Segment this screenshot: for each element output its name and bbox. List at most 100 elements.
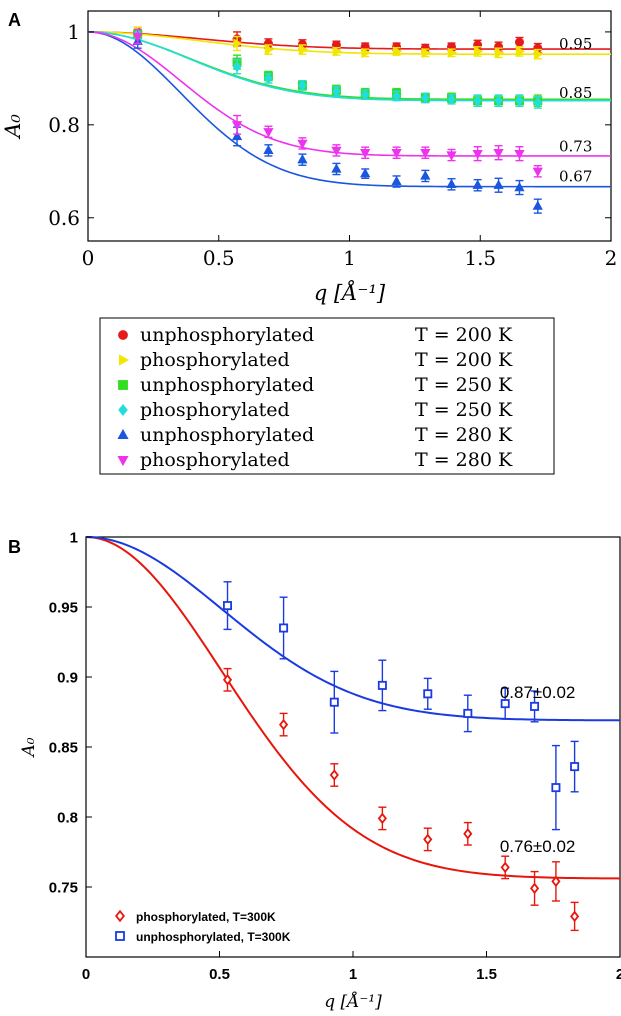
- x-tick-label: 1.5: [464, 246, 496, 270]
- data-point: [420, 170, 431, 180]
- data-point: [446, 151, 457, 161]
- data-point: [263, 144, 274, 155]
- fit-curve-4: [87, 31, 611, 188]
- chart-panel-a: 0 0.5 1 1.5 2 0.6 0.8 1 q [Å⁻¹] A₀ A 0.95 0.85 0.73 0.…: [1, 10, 617, 305]
- data-point: [231, 121, 243, 131]
- data-point: [529, 882, 540, 895]
- fit-value-label: 0.73: [559, 137, 592, 155]
- data-point: [360, 167, 371, 178]
- data-point: [223, 601, 233, 611]
- series-0: [222, 667, 580, 932]
- data-point: [515, 95, 524, 107]
- y-tick-label: 0.6: [48, 206, 80, 230]
- data-point: [473, 95, 483, 107]
- data-point: [279, 623, 289, 633]
- data-point: [329, 697, 339, 707]
- data-point: [329, 769, 339, 781]
- data-point: [233, 38, 243, 49]
- y-tick-label: 0.8: [57, 809, 78, 826]
- legend-a: unphosphorylated T = 200 K phosphorylated T…: [99, 317, 555, 475]
- panel-label: B: [8, 537, 21, 557]
- data-point: [472, 179, 483, 189]
- plot-frame: [85, 536, 621, 958]
- data-point: [392, 46, 403, 57]
- legend-marker: [115, 909, 125, 923]
- x-tick-label: 1: [349, 966, 357, 983]
- data-point: [279, 718, 289, 731]
- data-point: [263, 128, 274, 138]
- data-point: [298, 44, 309, 55]
- y-tick-label: 1: [70, 529, 78, 546]
- data-point: [463, 828, 473, 840]
- data-point: [494, 95, 503, 107]
- x-axis-label: q [Å⁻¹]: [314, 280, 386, 305]
- legend-marker: [117, 428, 129, 439]
- data-point: [473, 46, 484, 57]
- legend-series-name: phosphorylated: [140, 349, 290, 371]
- y-tick-label: 0.75: [49, 879, 78, 896]
- data-point: [360, 149, 371, 159]
- x-tick-label: 0: [82, 966, 90, 983]
- legend-series-name: unphosphorylated: [140, 424, 314, 446]
- legend-temperature: T = 280 K: [415, 424, 513, 446]
- data-point: [515, 46, 526, 57]
- legend-box: [99, 317, 555, 475]
- legend-series-name: unphosphorylated: [140, 324, 314, 346]
- data-point: [423, 833, 433, 846]
- legend-temperature: T = 200 K: [415, 324, 513, 346]
- data-point: [331, 146, 342, 157]
- fit-curve-3: [87, 31, 611, 102]
- data-point: [446, 178, 457, 188]
- data-point: [570, 762, 580, 772]
- data-point: [530, 701, 540, 711]
- data-point: [514, 149, 525, 160]
- data-point: [222, 674, 233, 686]
- data-point: [297, 139, 308, 150]
- data-point: [377, 812, 387, 825]
- series-3: [133, 28, 543, 109]
- fit-curve-2: [87, 31, 611, 101]
- data-point: [132, 32, 143, 43]
- y-axis-label: A₀: [1, 114, 25, 140]
- data-point: [463, 708, 473, 718]
- data-point: [551, 875, 561, 888]
- data-point: [420, 149, 431, 159]
- legend-marker: [118, 330, 128, 340]
- plot-frame: [87, 10, 612, 242]
- legend-marker: [117, 456, 129, 467]
- data-point: [377, 680, 387, 690]
- fit-curve-0: [87, 31, 611, 50]
- data-point: [494, 47, 505, 58]
- x-tick-label: 2: [616, 966, 621, 983]
- y-tick-label: 0.8: [48, 113, 80, 137]
- data-point: [532, 167, 543, 177]
- data-point: [447, 47, 458, 58]
- data-point: [493, 179, 504, 189]
- legend-temperature: T = 280 K: [415, 449, 513, 471]
- data-point: [391, 175, 402, 186]
- data-point: [392, 90, 401, 102]
- legend-temperature: T = 250 K: [415, 374, 513, 396]
- legend-series-name: phosphorylated, T=300K: [136, 910, 276, 924]
- y-tick-label: 0.9: [57, 669, 78, 686]
- legend-marker: [118, 403, 128, 417]
- data-point: [493, 149, 504, 159]
- panel-label: A: [8, 10, 21, 30]
- fit-curve-1: [85, 536, 621, 722]
- y-axis-label: A₀: [19, 737, 39, 758]
- legend-series-name: phosphorylated: [140, 449, 290, 471]
- data-point: [421, 47, 431, 58]
- data-point: [360, 89, 370, 101]
- data-point: [232, 61, 242, 73]
- x-tick-label: 0: [82, 246, 95, 270]
- x-tick-label: 1.5: [476, 966, 497, 983]
- data-point: [264, 72, 273, 84]
- fit-value-label: 0.76±0.02: [500, 837, 576, 856]
- legend-marker: [119, 354, 130, 366]
- x-tick-label: 1: [343, 246, 356, 270]
- fit-value-label: 0.85: [559, 84, 592, 102]
- data-point: [332, 46, 343, 57]
- data-point: [361, 47, 371, 58]
- fit-value-label: 0.95: [559, 35, 592, 53]
- data-point: [447, 93, 456, 105]
